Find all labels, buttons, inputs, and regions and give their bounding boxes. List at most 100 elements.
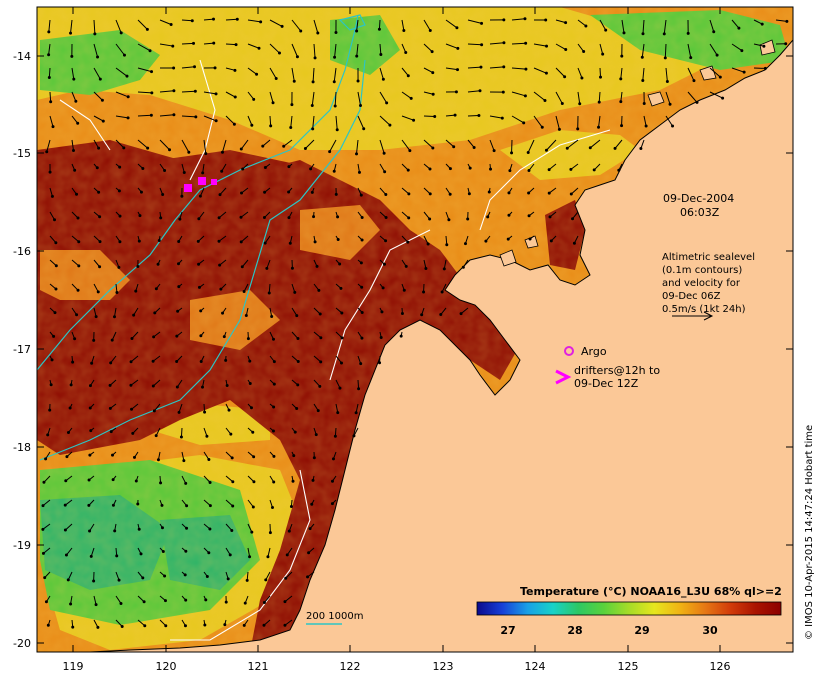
velocity-arrow	[423, 19, 431, 31]
velocity-arrow-head	[156, 458, 160, 462]
y-axis: -14 -15 -16 -17 -18 -19 -20	[13, 50, 793, 650]
velocity-arrow	[356, 139, 359, 154]
velocity-arrow-head	[287, 216, 291, 220]
velocity-arrow	[49, 115, 54, 127]
velocity-arrow	[137, 91, 152, 94]
velocity-arrow-head	[119, 31, 123, 35]
velocity-arrow	[489, 66, 504, 69]
velocity-arrow-head	[192, 41, 196, 45]
velocity-arrow-head	[97, 190, 101, 194]
velocity-arrow-head	[527, 168, 531, 172]
velocity-arrow-head	[340, 336, 344, 340]
velocity-arrow	[247, 43, 260, 49]
velocity-arrow-head	[175, 359, 179, 363]
map-border	[36, 6, 794, 653]
velocity-arrow-head	[571, 217, 575, 221]
velocity-arrow-head	[712, 30, 716, 34]
velocity-arrow-head	[98, 77, 102, 81]
velocity-arrow-head	[549, 239, 553, 243]
velocity-arrow-head	[235, 17, 239, 21]
velocity-arrow	[115, 115, 129, 119]
velocity-arrow-head	[41, 551, 45, 555]
velocity-arrow-head	[360, 336, 364, 340]
velocity-arrow-head	[360, 311, 364, 315]
velocity-arrow-head	[406, 240, 410, 244]
drifter-line-1: drifters@12h to	[574, 364, 660, 377]
drifter-line-2: 09-Dec 12Z	[574, 377, 639, 390]
velocity-arrow	[753, 43, 765, 47]
velocity-arrow-head	[428, 167, 432, 171]
velocity-arrow-head	[569, 167, 573, 171]
velocity-arrow-head	[544, 71, 548, 75]
velocity-arrow-head	[355, 29, 359, 33]
velocity-arrow-head	[92, 579, 96, 583]
velocity-arrow-head	[177, 262, 181, 266]
velocity-arrow-head	[584, 24, 588, 28]
velocity-arrow-head	[69, 383, 73, 387]
velocity-arrow	[533, 43, 547, 47]
velocity-arrow	[329, 139, 337, 152]
velocity-arrow-head	[578, 102, 582, 106]
velocity-arrow-head	[157, 239, 161, 243]
velocity-arrow	[423, 43, 433, 52]
velocity-arrow-head	[640, 55, 644, 59]
velocity-arrow	[130, 355, 139, 363]
velocity-arrow-head	[431, 92, 435, 96]
colorbar-tick-label: 28	[567, 624, 582, 637]
velocity-arrow-head	[644, 124, 648, 128]
velocity-arrow-head	[617, 168, 621, 172]
velocity-arrow-head	[219, 287, 223, 291]
velocity-arrow-head	[180, 194, 184, 198]
velocity-arrow	[137, 19, 148, 30]
velocity-arrow	[379, 91, 388, 104]
velocity-arrow-head	[95, 166, 99, 170]
velocity-arrow-head	[223, 623, 227, 627]
velocity-arrow-head	[740, 49, 744, 53]
velocity-arrow-head	[359, 261, 363, 265]
velocity-arrow-head	[695, 100, 699, 104]
velocity-arrow-head	[177, 410, 181, 414]
velocity-arrow	[533, 115, 543, 128]
velocity-arrow-head	[172, 66, 176, 70]
velocity-arrow	[599, 19, 607, 31]
velocity-arrow-head	[737, 26, 741, 30]
velocity-arrow	[93, 43, 99, 58]
x-tick-label: 125	[618, 660, 639, 673]
velocity-arrow-head	[142, 600, 146, 604]
velocity-arrow-head	[433, 115, 437, 119]
velocity-arrow-head	[234, 43, 238, 47]
velocity-arrow-head	[569, 192, 573, 196]
velocity-arrow-head	[164, 624, 168, 628]
velocity-arrow-head	[47, 30, 51, 34]
velocity-arrow-head	[426, 242, 430, 246]
velocity-arrow	[709, 91, 723, 99]
velocity-arrow-head	[130, 407, 134, 411]
velocity-arrow-head	[51, 125, 55, 129]
velocity-arrow	[731, 43, 743, 52]
velocity-arrow	[664, 43, 667, 58]
velocity-arrow-head	[299, 29, 303, 33]
velocity-arrow-head	[291, 479, 295, 483]
velocity-arrow-head	[313, 56, 317, 60]
velocity-arrow-head	[68, 406, 72, 410]
velocity-arrow	[775, 19, 787, 22]
velocity-arrow-head	[295, 407, 299, 411]
velocity-arrow-head	[161, 193, 165, 197]
velocity-arrow-head	[252, 480, 256, 484]
velocity-arrow	[48, 19, 51, 32]
velocity-arrow-head	[360, 238, 364, 242]
velocity-arrow-head	[564, 48, 568, 52]
velocity-arrow-head	[118, 214, 122, 218]
velocity-arrow-head	[54, 241, 58, 245]
velocity-arrow	[511, 91, 526, 97]
velocity-arrow-head	[319, 360, 323, 364]
velocity-arrow-head	[69, 602, 73, 606]
velocity-arrow-head	[197, 285, 201, 289]
velocity-arrow-head	[168, 148, 172, 152]
velocity-arrow-head	[244, 313, 248, 317]
velocity-arrow	[203, 115, 217, 122]
velocity-arrow	[290, 115, 293, 128]
velocity-arrow-head	[267, 291, 271, 295]
velocity-arrow-head	[358, 103, 362, 107]
velocity-arrow-head	[604, 28, 608, 32]
